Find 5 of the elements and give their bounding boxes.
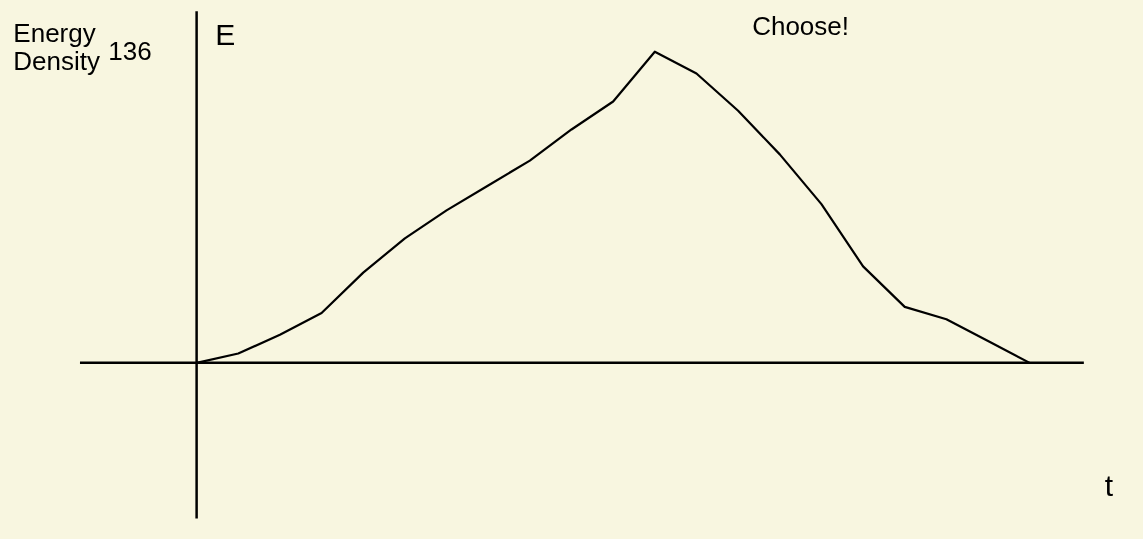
text: 136 bbox=[108, 35, 152, 66]
text: Choose! bbox=[752, 10, 850, 41]
x-axis-title: t bbox=[1104, 469, 1114, 503]
text: Energy Density bbox=[13, 17, 101, 76]
y-axis-title: E bbox=[215, 18, 236, 52]
